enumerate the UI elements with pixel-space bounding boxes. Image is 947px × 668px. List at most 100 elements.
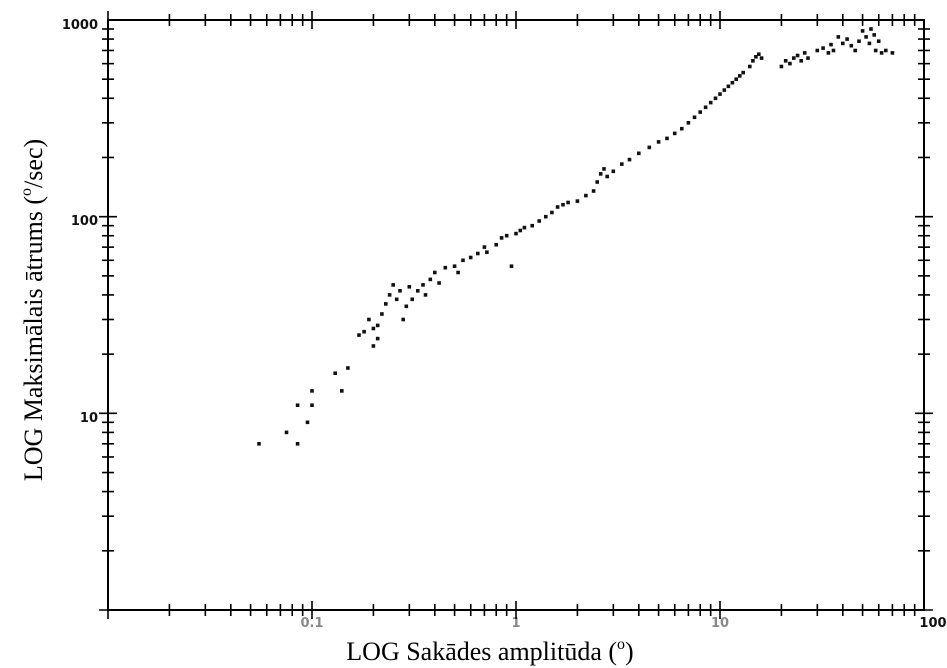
data-point xyxy=(759,56,764,60)
data-point xyxy=(708,100,713,105)
data-point xyxy=(815,48,820,53)
data-point xyxy=(295,442,300,446)
data-point xyxy=(456,270,460,275)
y-tick-label-1000: 1000 xyxy=(62,18,98,33)
data-point xyxy=(401,317,405,322)
data-point xyxy=(367,317,371,322)
data-point xyxy=(647,145,652,150)
data-point xyxy=(754,55,758,59)
y-axis-title: LOG Maksimālais ātrums (o/sec) xyxy=(18,139,48,481)
data-point xyxy=(391,283,395,287)
data-point xyxy=(504,233,509,238)
data-point xyxy=(494,242,498,247)
data-point xyxy=(284,430,289,435)
data-point xyxy=(826,51,831,55)
data-point xyxy=(584,193,588,198)
data-point xyxy=(591,189,596,193)
data-point xyxy=(416,289,420,293)
x-axis-title: LOG Sakādes amplitūda (o) xyxy=(346,636,633,666)
data-point xyxy=(831,48,836,53)
data-point xyxy=(802,51,807,55)
data-point xyxy=(509,264,514,268)
data-point xyxy=(544,214,548,219)
data-point xyxy=(550,210,554,215)
data-point xyxy=(407,285,412,289)
data-point xyxy=(443,265,448,270)
data-point xyxy=(748,64,752,69)
data-point xyxy=(555,205,560,209)
data-point xyxy=(620,162,624,166)
data-point xyxy=(384,302,388,306)
data-point xyxy=(627,157,632,162)
data-point xyxy=(514,231,518,236)
plot-frame xyxy=(107,19,925,611)
data-point xyxy=(672,131,677,136)
data-point xyxy=(751,59,755,63)
data-point xyxy=(741,70,745,75)
data-point xyxy=(499,236,504,240)
data-point xyxy=(310,389,314,393)
data-point xyxy=(371,326,376,331)
data-point xyxy=(873,48,878,53)
x-tick-label-0.1: 0.1 xyxy=(300,616,323,631)
data-point xyxy=(423,293,428,297)
data-point xyxy=(821,46,825,50)
data-point xyxy=(692,115,697,120)
axis-ticks xyxy=(99,11,933,619)
data-point xyxy=(421,283,425,287)
data-point xyxy=(799,59,803,63)
data-point xyxy=(656,140,661,144)
data-point xyxy=(522,225,527,230)
data-point xyxy=(637,151,641,156)
data-point xyxy=(404,304,409,309)
data-point xyxy=(537,219,541,223)
data-point xyxy=(340,389,344,393)
data-point xyxy=(380,312,384,316)
y-tick-label-10: 10 xyxy=(80,411,98,426)
data-point xyxy=(698,110,702,114)
data-point xyxy=(730,80,735,85)
data-point xyxy=(879,51,884,55)
data-point xyxy=(836,35,841,39)
data-point xyxy=(598,172,603,176)
data-point xyxy=(853,48,857,53)
data-point xyxy=(310,403,314,407)
data-point xyxy=(829,42,833,47)
data-point xyxy=(686,121,691,125)
data-point xyxy=(566,200,570,205)
data-point xyxy=(757,52,761,56)
data-point xyxy=(795,53,800,58)
data-point xyxy=(595,180,599,184)
data-points xyxy=(257,27,895,446)
data-point xyxy=(476,251,480,256)
data-point xyxy=(605,174,609,179)
data-point xyxy=(333,371,337,375)
data-point xyxy=(680,126,684,131)
data-point xyxy=(357,333,361,337)
data-point xyxy=(718,92,722,96)
data-point xyxy=(841,41,845,46)
data-point xyxy=(346,366,350,370)
data-point xyxy=(849,43,854,48)
data-point xyxy=(461,258,465,263)
data-point xyxy=(665,136,669,141)
data-point xyxy=(876,39,881,43)
data-point xyxy=(792,56,796,60)
data-point xyxy=(468,255,473,260)
data-point xyxy=(869,27,873,31)
data-point xyxy=(611,169,616,174)
data-point xyxy=(864,35,868,39)
data-point xyxy=(884,48,888,53)
y-tick-label-100: 100 xyxy=(71,214,98,229)
data-point xyxy=(428,277,433,282)
data-point xyxy=(295,403,300,407)
x-tick-label-100: 100 xyxy=(919,616,946,631)
data-point xyxy=(703,105,708,110)
data-point xyxy=(860,29,865,33)
data-point xyxy=(857,39,861,43)
data-point xyxy=(257,442,261,446)
data-point xyxy=(394,297,399,302)
data-point xyxy=(387,293,392,297)
data-point xyxy=(433,270,437,275)
